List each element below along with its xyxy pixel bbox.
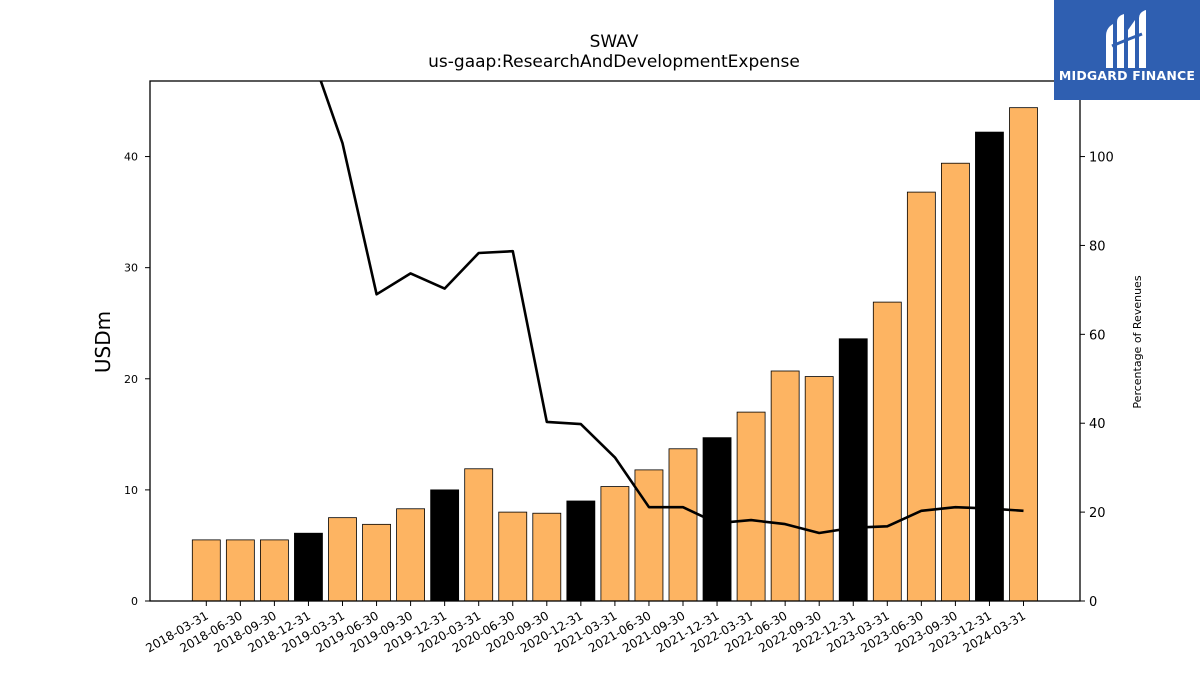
bar-2021-09-30 (668, 448, 698, 602)
revenue-percentage-line (319, 81, 1024, 535)
right-tick-label-80: 80 (1089, 239, 1106, 254)
bar-2023-12-31 (975, 131, 1004, 602)
right-tick-label-60: 60 (1089, 328, 1106, 343)
bar-2023-06-30 (906, 191, 936, 602)
bar-2020-12-31 (566, 500, 596, 602)
bar-2022-12-31 (838, 338, 868, 602)
bar-2019-09-30 (396, 508, 426, 602)
bar-2018-09-30 (259, 539, 289, 602)
right-tick-label-100: 100 (1089, 151, 1114, 166)
bar-2021-03-31 (600, 486, 630, 602)
left-tick-label-20: 20 (124, 373, 138, 386)
bar-2020-06-30 (498, 511, 528, 602)
bar-2021-06-30 (634, 469, 664, 602)
left-tick-label-10: 10 (124, 484, 138, 497)
bar-2023-03-31 (872, 301, 902, 602)
bar-2018-12-31 (294, 532, 323, 602)
logo-text: MIDGARD FINANCE (1058, 68, 1196, 83)
right-tick-label-40: 40 (1089, 417, 1106, 432)
left-axis-label: USDm (91, 311, 115, 373)
bar-2020-03-31 (464, 468, 494, 602)
right-tick-label-20: 20 (1089, 506, 1106, 521)
bar-2024-03-31 (1009, 107, 1038, 602)
right-axis-label: Percentage of Revenues (1131, 275, 1144, 408)
chart-subtitle: us-gaap:ResearchAndDevelopmentExpense (428, 52, 800, 72)
bar-2022-06-30 (770, 370, 800, 602)
bar-2023-09-30 (941, 162, 970, 602)
left-tick-label-30: 30 (124, 262, 138, 275)
right-tick-label-0: 0 (1089, 595, 1097, 610)
bar-2019-12-31 (430, 489, 460, 602)
bar-2019-06-30 (362, 523, 391, 602)
logo-mark-icon (1106, 10, 1146, 68)
chart-title: SWAV (589, 32, 639, 52)
bar-2019-03-31 (328, 517, 357, 602)
midgard-finance-logo: MIDGARD FINANCE (1054, 0, 1200, 100)
bar-2022-03-31 (736, 411, 766, 602)
bar-2022-09-30 (804, 376, 834, 602)
bar-2020-09-30 (532, 512, 562, 602)
bar-2018-03-31 (191, 539, 221, 602)
bar-2018-06-30 (225, 539, 255, 602)
left-tick-label-40: 40 (124, 151, 138, 164)
left-tick-label-0: 0 (131, 595, 138, 608)
